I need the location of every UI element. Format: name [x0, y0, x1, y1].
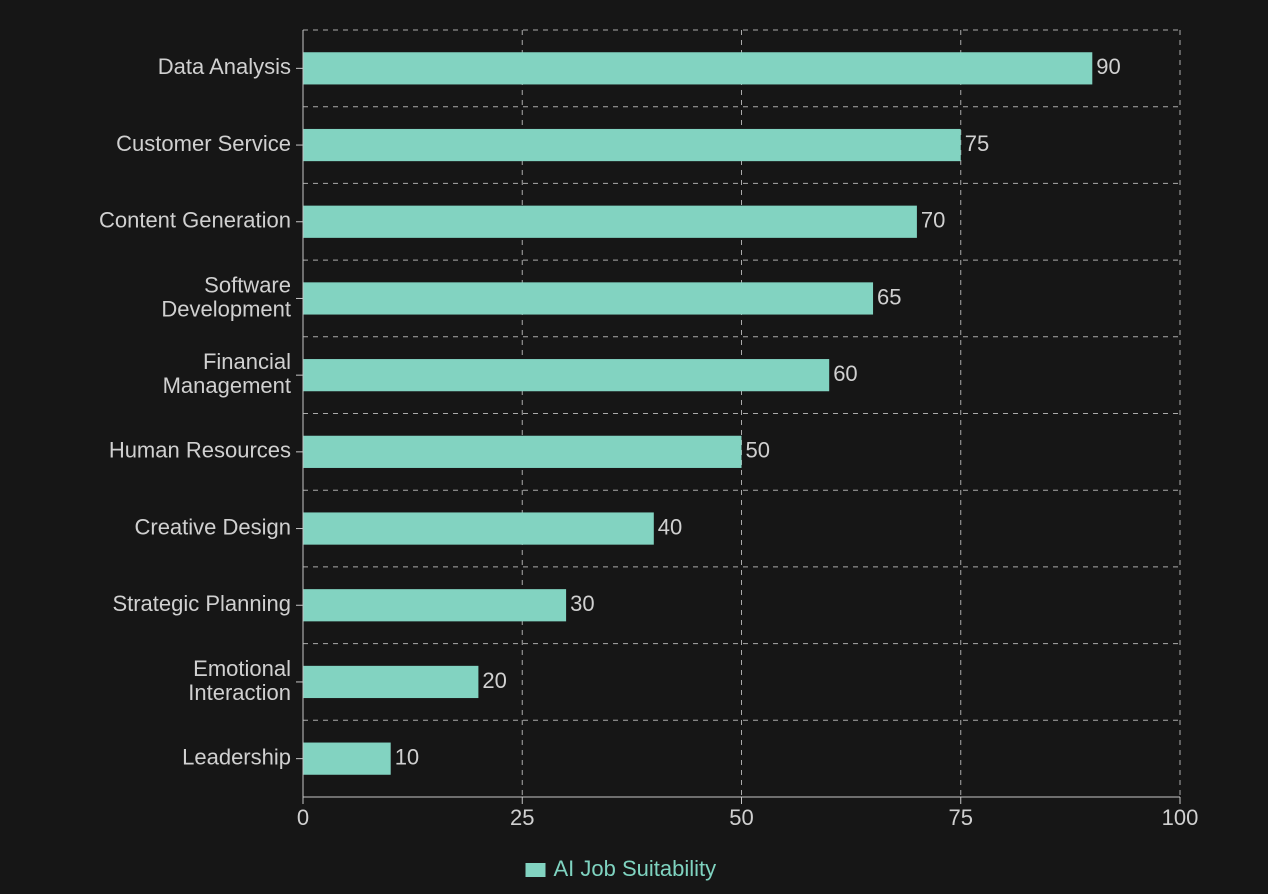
bar-value-label: 20 — [482, 668, 506, 693]
bar-value-label: 70 — [921, 208, 945, 233]
bar — [303, 666, 478, 698]
y-axis-label: Creative Design — [134, 514, 291, 539]
y-axis-label: Human Resources — [109, 438, 291, 463]
y-axis-label: SoftwareDevelopment — [161, 272, 291, 321]
x-axis-label: 75 — [949, 805, 973, 830]
x-axis-label: 100 — [1162, 805, 1199, 830]
legend-swatch — [526, 863, 546, 877]
y-axis-label: Strategic Planning — [112, 591, 291, 616]
bar — [303, 589, 566, 621]
bar — [303, 206, 917, 238]
y-axis: Data Analysis Customer Service Content Gen… — [99, 30, 303, 797]
y-axis-label: EmotionalInteraction — [188, 656, 291, 705]
bar-value-label: 65 — [877, 284, 901, 309]
bar-value-label: 75 — [965, 131, 989, 156]
legend: AI Job Suitability — [526, 856, 717, 881]
legend-label: AI Job Suitability — [554, 856, 717, 881]
bar — [303, 282, 873, 314]
bar-value-label: 90 — [1096, 54, 1120, 79]
bar — [303, 743, 391, 775]
bar — [303, 129, 961, 161]
y-axis-label: Data Analysis — [158, 54, 291, 79]
bar — [303, 512, 654, 544]
y-axis-label: Content Generation — [99, 208, 291, 233]
y-axis-label: FinancialManagement — [163, 349, 291, 398]
bar-value-label: 50 — [746, 438, 770, 463]
chart-container: 90 75 70 65 60 50 40 30 20 10 Data Analysis Custome… — [0, 0, 1268, 894]
x-axis-label: 25 — [510, 805, 534, 830]
bar-value-label: 60 — [833, 361, 857, 386]
bar — [303, 52, 1092, 84]
bar-value-label: 10 — [395, 744, 419, 769]
x-axis: 0 25 50 75 100 — [297, 797, 1198, 830]
x-axis-label: 0 — [297, 805, 309, 830]
bar — [303, 436, 742, 468]
bar-value-label: 40 — [658, 514, 682, 539]
bar-value-label: 30 — [570, 591, 594, 616]
y-axis-label: Leadership — [182, 744, 291, 769]
bar — [303, 359, 829, 391]
bar-chart-svg: 90 75 70 65 60 50 40 30 20 10 Data Analysis Custome… — [0, 0, 1268, 894]
y-axis-label: Customer Service — [116, 131, 291, 156]
x-axis-label: 50 — [729, 805, 753, 830]
